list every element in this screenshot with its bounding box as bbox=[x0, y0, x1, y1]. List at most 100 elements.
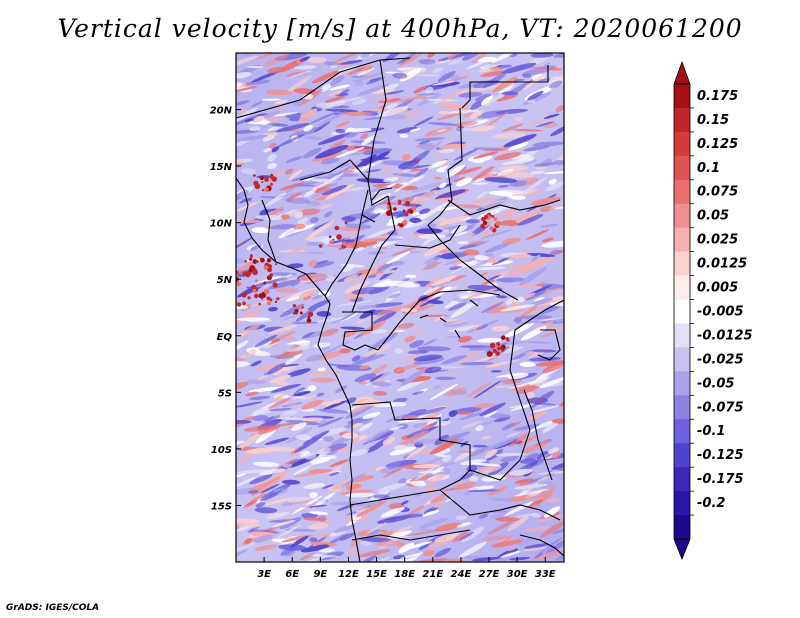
ascent-streak bbox=[319, 204, 333, 209]
subsidence-streak bbox=[536, 451, 549, 460]
ascent-streak bbox=[341, 170, 355, 173]
subsidence-streak bbox=[324, 211, 333, 218]
ascent-streak bbox=[308, 522, 329, 530]
border-east-lakes bbox=[509, 299, 564, 461]
subsidence-streak bbox=[382, 53, 408, 63]
strong-ascent-cell bbox=[402, 219, 408, 225]
ascent-streak bbox=[254, 544, 278, 551]
colorbar-segment bbox=[674, 107, 690, 133]
subsidence-streak bbox=[249, 126, 261, 132]
ascent-streak bbox=[394, 362, 423, 373]
subsidence-streak bbox=[263, 147, 272, 153]
strong-ascent-cell bbox=[405, 200, 411, 207]
subsidence-streak bbox=[394, 348, 404, 354]
ascent-streak bbox=[244, 538, 252, 544]
subsidence-streak bbox=[269, 224, 297, 230]
subsidence-streak bbox=[312, 261, 335, 269]
ascent-streak bbox=[303, 483, 326, 489]
ascent-streak bbox=[457, 348, 484, 365]
x-tick-label: 21E bbox=[422, 569, 443, 580]
subsidence-streak bbox=[308, 504, 328, 508]
ascent-streak bbox=[308, 511, 329, 515]
ascent-streak bbox=[405, 445, 426, 460]
ascent-streak bbox=[356, 398, 369, 403]
subsidence-streak bbox=[293, 466, 311, 475]
ascent-streak bbox=[369, 108, 388, 111]
ascent-streak bbox=[444, 387, 467, 397]
subsidence-streak bbox=[476, 110, 508, 119]
ascent-streak bbox=[434, 532, 461, 543]
subsidence-streak bbox=[251, 70, 280, 83]
strong-ascent-cell bbox=[241, 292, 247, 298]
ascent-streak bbox=[529, 405, 560, 413]
strong-ascent-cell bbox=[261, 297, 264, 300]
subsidence-streak bbox=[339, 60, 363, 65]
subsidence-streak bbox=[309, 110, 342, 124]
strong-ascent-cell bbox=[336, 234, 342, 240]
ascent-streak bbox=[455, 204, 482, 209]
border-benin bbox=[261, 199, 277, 263]
colorbar-label: 0.05 bbox=[697, 209, 729, 224]
subsidence-streak bbox=[290, 535, 309, 548]
subsidence-streak bbox=[336, 300, 372, 307]
ascent-streak bbox=[253, 116, 265, 123]
subsidence-streak bbox=[270, 354, 295, 359]
ascent-streak bbox=[481, 280, 495, 285]
subsidence-streak bbox=[354, 80, 365, 87]
subsidence-streak bbox=[472, 444, 488, 448]
subsidence-streak bbox=[333, 524, 356, 533]
colorbar-label: 0.15 bbox=[697, 113, 729, 128]
ascent-streak bbox=[453, 481, 477, 490]
ascent-streak bbox=[501, 158, 534, 165]
ascent-streak bbox=[423, 243, 448, 257]
subsidence-streak bbox=[528, 356, 562, 362]
ascent-streak bbox=[543, 506, 561, 518]
colorbar-label: 0.075 bbox=[697, 185, 738, 200]
subsidence-streak bbox=[545, 535, 564, 554]
strong-ascent-cell bbox=[495, 351, 501, 356]
river-marks bbox=[419, 299, 479, 339]
subsidence-streak bbox=[433, 385, 441, 390]
subsidence-streak bbox=[514, 488, 550, 497]
subsidence-streak bbox=[432, 67, 444, 73]
subsidence-streak bbox=[540, 453, 550, 460]
ascent-streak bbox=[391, 245, 420, 257]
ascent-streak bbox=[448, 370, 458, 373]
ascent-streak bbox=[326, 244, 353, 248]
subsidence-streak bbox=[335, 128, 346, 134]
ascent-streak bbox=[492, 485, 509, 495]
subsidence-streak bbox=[295, 307, 317, 322]
subsidence-streak bbox=[473, 147, 505, 151]
ascent-streak bbox=[535, 514, 564, 523]
colorbar-label: -0.175 bbox=[697, 472, 744, 487]
strong-ascent-cell bbox=[249, 257, 253, 261]
ascent-streak bbox=[480, 465, 502, 474]
strong-ascent-cell bbox=[411, 206, 417, 211]
strong-ascent-cell bbox=[318, 244, 323, 248]
subsidence-streak bbox=[537, 537, 563, 556]
ascent-streak bbox=[508, 382, 543, 391]
ascent-streak bbox=[285, 168, 294, 175]
ascent-streak bbox=[361, 237, 387, 243]
subsidence-streak bbox=[284, 197, 311, 204]
ascent-streak bbox=[317, 367, 326, 372]
strong-ascent-cell bbox=[481, 225, 485, 229]
ascent-streak bbox=[503, 322, 535, 339]
ascent-streak bbox=[508, 142, 529, 151]
colorbar-label: -0.1 bbox=[697, 424, 725, 439]
subsidence-streak bbox=[312, 293, 327, 300]
ascent-streak bbox=[528, 118, 549, 126]
y-tick-label: 10N bbox=[210, 219, 233, 230]
strong-ascent-cell bbox=[507, 345, 510, 349]
ascent-streak bbox=[472, 159, 485, 164]
subsidence-streak bbox=[527, 99, 536, 104]
y-tick-label: 20N bbox=[210, 106, 233, 117]
strong-ascent-cell bbox=[404, 213, 408, 217]
ascent-streak bbox=[448, 320, 468, 326]
subsidence-streak bbox=[262, 208, 277, 214]
strong-ascent-cell bbox=[267, 267, 272, 273]
ascent-streak bbox=[396, 430, 429, 448]
ascent-streak bbox=[285, 402, 299, 407]
ascent-streak bbox=[301, 417, 324, 422]
subsidence-streak bbox=[292, 184, 316, 187]
